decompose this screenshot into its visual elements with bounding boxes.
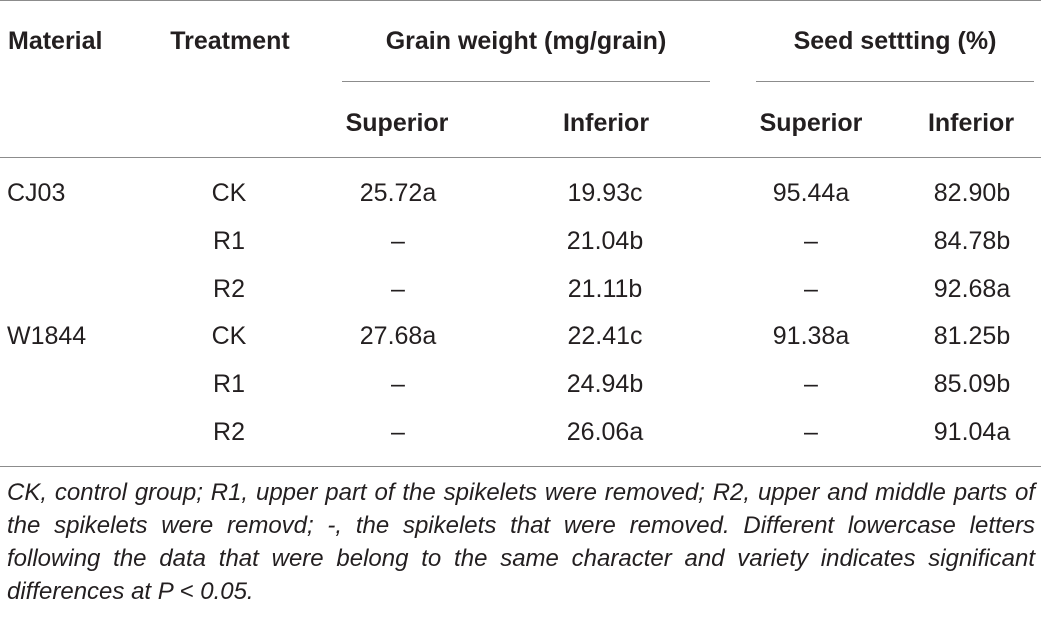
table-cell-gw-superior: – <box>391 370 405 398</box>
table-cell-treatment: CK <box>211 322 247 350</box>
table-cell-ss-superior: – <box>804 275 818 303</box>
table-cell-ss-inferior: 84.78b <box>933 227 1011 255</box>
table-bottom-rule <box>0 466 1041 467</box>
table-cell-gw-superior: – <box>391 275 405 303</box>
header-gw-superior: Superior <box>345 109 449 137</box>
header-ss-superior: Superior <box>759 109 863 137</box>
table-cell-gw-inferior: 22.41c <box>567 322 643 350</box>
table-cell-gw-inferior: 26.06a <box>566 418 644 446</box>
header-gw-inferior: Inferior <box>562 109 650 137</box>
table-footnote: CK, control group; R1, upper part of the… <box>7 479 1035 605</box>
table-cell-material: CJ03 <box>7 179 66 207</box>
header-grain-weight: Grain weight (mg/grain) <box>385 27 667 55</box>
table-cell-gw-superior: – <box>391 227 405 255</box>
table-cell-ss-inferior: 82.90b <box>933 179 1011 207</box>
seed-setting-underline <box>756 81 1034 82</box>
header-material: Material <box>8 27 103 55</box>
table-cell-ss-inferior: 81.25b <box>933 322 1011 350</box>
table-cell-ss-inferior: 85.09b <box>933 370 1011 398</box>
table-top-rule <box>0 0 1041 1</box>
table-cell-treatment: R1 <box>213 227 245 255</box>
table-cell-gw-superior: 25.72a <box>359 179 437 207</box>
header-ss-inferior: Inferior <box>927 109 1015 137</box>
grain-weight-underline <box>342 81 710 82</box>
table-cell-treatment: R2 <box>213 275 245 303</box>
table-cell-treatment: R2 <box>213 418 245 446</box>
table-cell-gw-inferior: 21.11b <box>567 275 643 303</box>
table-cell-material: W1844 <box>7 322 87 350</box>
table-cell-ss-superior: – <box>804 227 818 255</box>
table-cell-gw-inferior: 24.94b <box>566 370 644 398</box>
table-cell-ss-superior: – <box>804 418 818 446</box>
header-bottom-rule <box>0 157 1041 158</box>
table-cell-ss-superior: – <box>804 370 818 398</box>
header-seed-setting: Seed settting (%) <box>793 27 997 55</box>
table-cell-gw-superior: – <box>391 418 405 446</box>
table-cell-gw-inferior: 19.93c <box>567 179 643 207</box>
table-cell-ss-inferior: 92.68a <box>933 275 1011 303</box>
table-cell-ss-inferior: 91.04a <box>933 418 1011 446</box>
table-cell-gw-superior: 27.68a <box>359 322 437 350</box>
table-cell-gw-inferior: 21.04b <box>566 227 644 255</box>
table-cell-ss-superior: 91.38a <box>772 322 850 350</box>
table-cell-ss-superior: 95.44a <box>772 179 850 207</box>
table-cell-treatment: CK <box>211 179 247 207</box>
table-cell-treatment: R1 <box>213 370 245 398</box>
header-treatment: Treatment <box>170 27 290 55</box>
